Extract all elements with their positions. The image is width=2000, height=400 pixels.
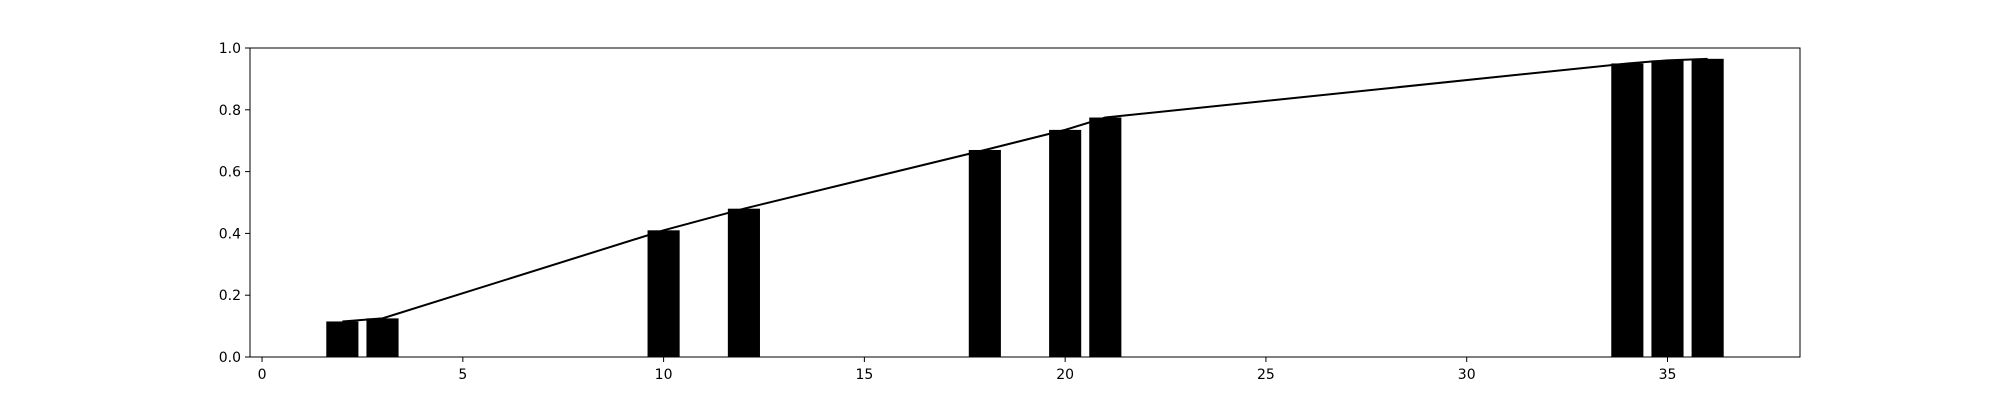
bar-series xyxy=(326,58,1724,358)
y-axis: 0.0 0.2 0.4 0.6 0.8 1.0 xyxy=(219,41,250,366)
plot-area-frame xyxy=(249,47,1801,358)
x-tick-label: 5 xyxy=(458,367,467,383)
bar-5 xyxy=(1049,129,1082,357)
x-axis: 0 5 10 15 20 25 30 35 xyxy=(258,357,1677,383)
bar-9 xyxy=(1691,58,1724,357)
bar-3 xyxy=(727,208,760,357)
y-tick-label: 0.2 xyxy=(219,288,241,304)
trend-line xyxy=(342,57,1708,323)
x-tick-label: 30 xyxy=(1458,367,1476,383)
line-series xyxy=(342,57,1708,323)
y-tick-label: 1.0 xyxy=(219,41,241,57)
x-tick-label: 20 xyxy=(1056,367,1074,383)
x-tick-label: 15 xyxy=(855,367,873,383)
bar-6 xyxy=(1089,117,1122,358)
y-tick-label: 0.4 xyxy=(219,226,241,242)
x-tick-label: 10 xyxy=(655,367,673,383)
y-tick-label: 0.0 xyxy=(219,350,241,366)
bar-7 xyxy=(1611,63,1644,357)
y-tick-label: 0.8 xyxy=(219,103,241,119)
bar-0 xyxy=(326,321,359,357)
x-tick-label: 35 xyxy=(1659,367,1677,383)
bar-2 xyxy=(647,230,680,357)
y-tick-label: 0.6 xyxy=(219,165,241,181)
bar-4 xyxy=(968,149,1001,357)
bar-1 xyxy=(366,318,399,357)
bar-8 xyxy=(1651,60,1684,358)
x-tick-label: 25 xyxy=(1257,367,1275,383)
x-tick-label: 0 xyxy=(258,367,267,383)
